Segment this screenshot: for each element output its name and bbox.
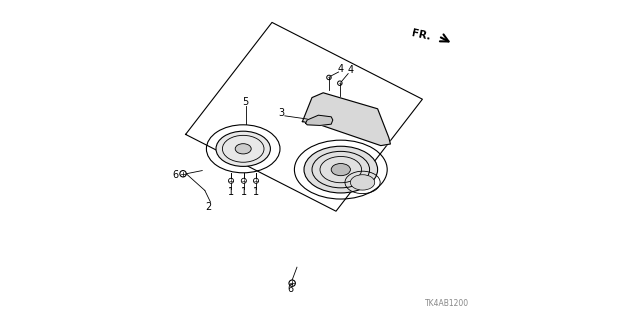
Polygon shape <box>302 93 390 146</box>
Text: 6: 6 <box>172 170 179 180</box>
Text: 4: 4 <box>337 64 343 74</box>
Text: TK4AB1200: TK4AB1200 <box>425 299 468 308</box>
Text: 3: 3 <box>278 108 284 118</box>
Text: 4: 4 <box>348 65 353 76</box>
Text: FR.: FR. <box>410 28 431 42</box>
Polygon shape <box>306 115 333 125</box>
Text: 1: 1 <box>253 187 259 197</box>
Ellipse shape <box>236 144 252 154</box>
Text: 5: 5 <box>243 97 249 107</box>
Text: 1: 1 <box>241 187 247 197</box>
Ellipse shape <box>332 164 351 176</box>
Text: 6: 6 <box>287 284 294 294</box>
Ellipse shape <box>304 146 378 193</box>
Ellipse shape <box>351 175 375 190</box>
Ellipse shape <box>216 131 270 166</box>
Text: 1: 1 <box>228 187 234 197</box>
Text: 2: 2 <box>205 202 211 212</box>
